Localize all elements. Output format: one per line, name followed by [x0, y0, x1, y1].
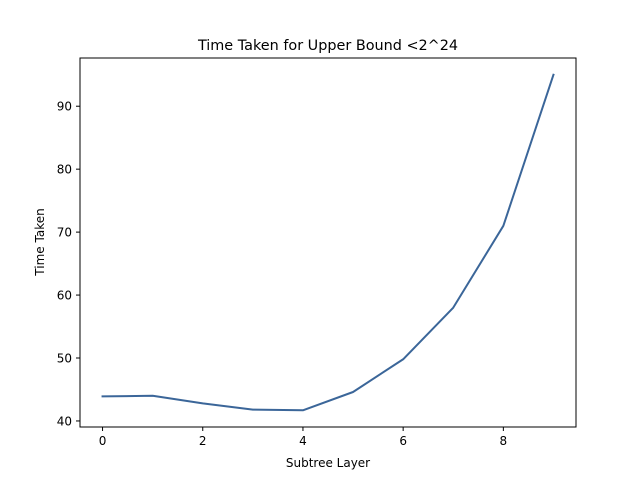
x-tick-label: 4 — [299, 434, 307, 448]
y-tick-label: 50 — [57, 352, 72, 366]
x-tick-label: 8 — [500, 434, 508, 448]
data-point — [352, 391, 354, 393]
y-axis-ticks: 40 50 60 70 80 90 — [57, 100, 80, 428]
x-axis-label: Subtree Layer — [286, 456, 370, 470]
y-tick-label: 90 — [57, 100, 72, 114]
data-point — [402, 358, 404, 360]
data-point — [102, 395, 104, 397]
data-point — [502, 225, 504, 227]
plot-area — [79, 57, 577, 428]
data-point — [302, 409, 304, 411]
plot-frame — [79, 57, 577, 428]
y-tick-label: 40 — [57, 414, 72, 428]
y-axis-label: Time Taken — [33, 208, 47, 276]
y-tick-label: 60 — [57, 289, 72, 303]
x-tick-label: 2 — [199, 434, 207, 448]
y-tick-label: 70 — [57, 226, 72, 240]
data-point — [552, 74, 554, 76]
x-axis-ticks: 0 2 4 6 8 — [99, 427, 507, 448]
x-tick-label: 0 — [99, 434, 107, 448]
data-point — [452, 307, 454, 309]
data-point — [152, 395, 154, 397]
x-tick-label: 6 — [399, 434, 407, 448]
chart-title: Time Taken for Upper Bound <2^24 — [197, 38, 458, 54]
data-point — [202, 402, 204, 404]
y-tick-label: 80 — [57, 163, 72, 177]
data-point — [252, 409, 254, 411]
series-line-1 — [101, 73, 555, 412]
